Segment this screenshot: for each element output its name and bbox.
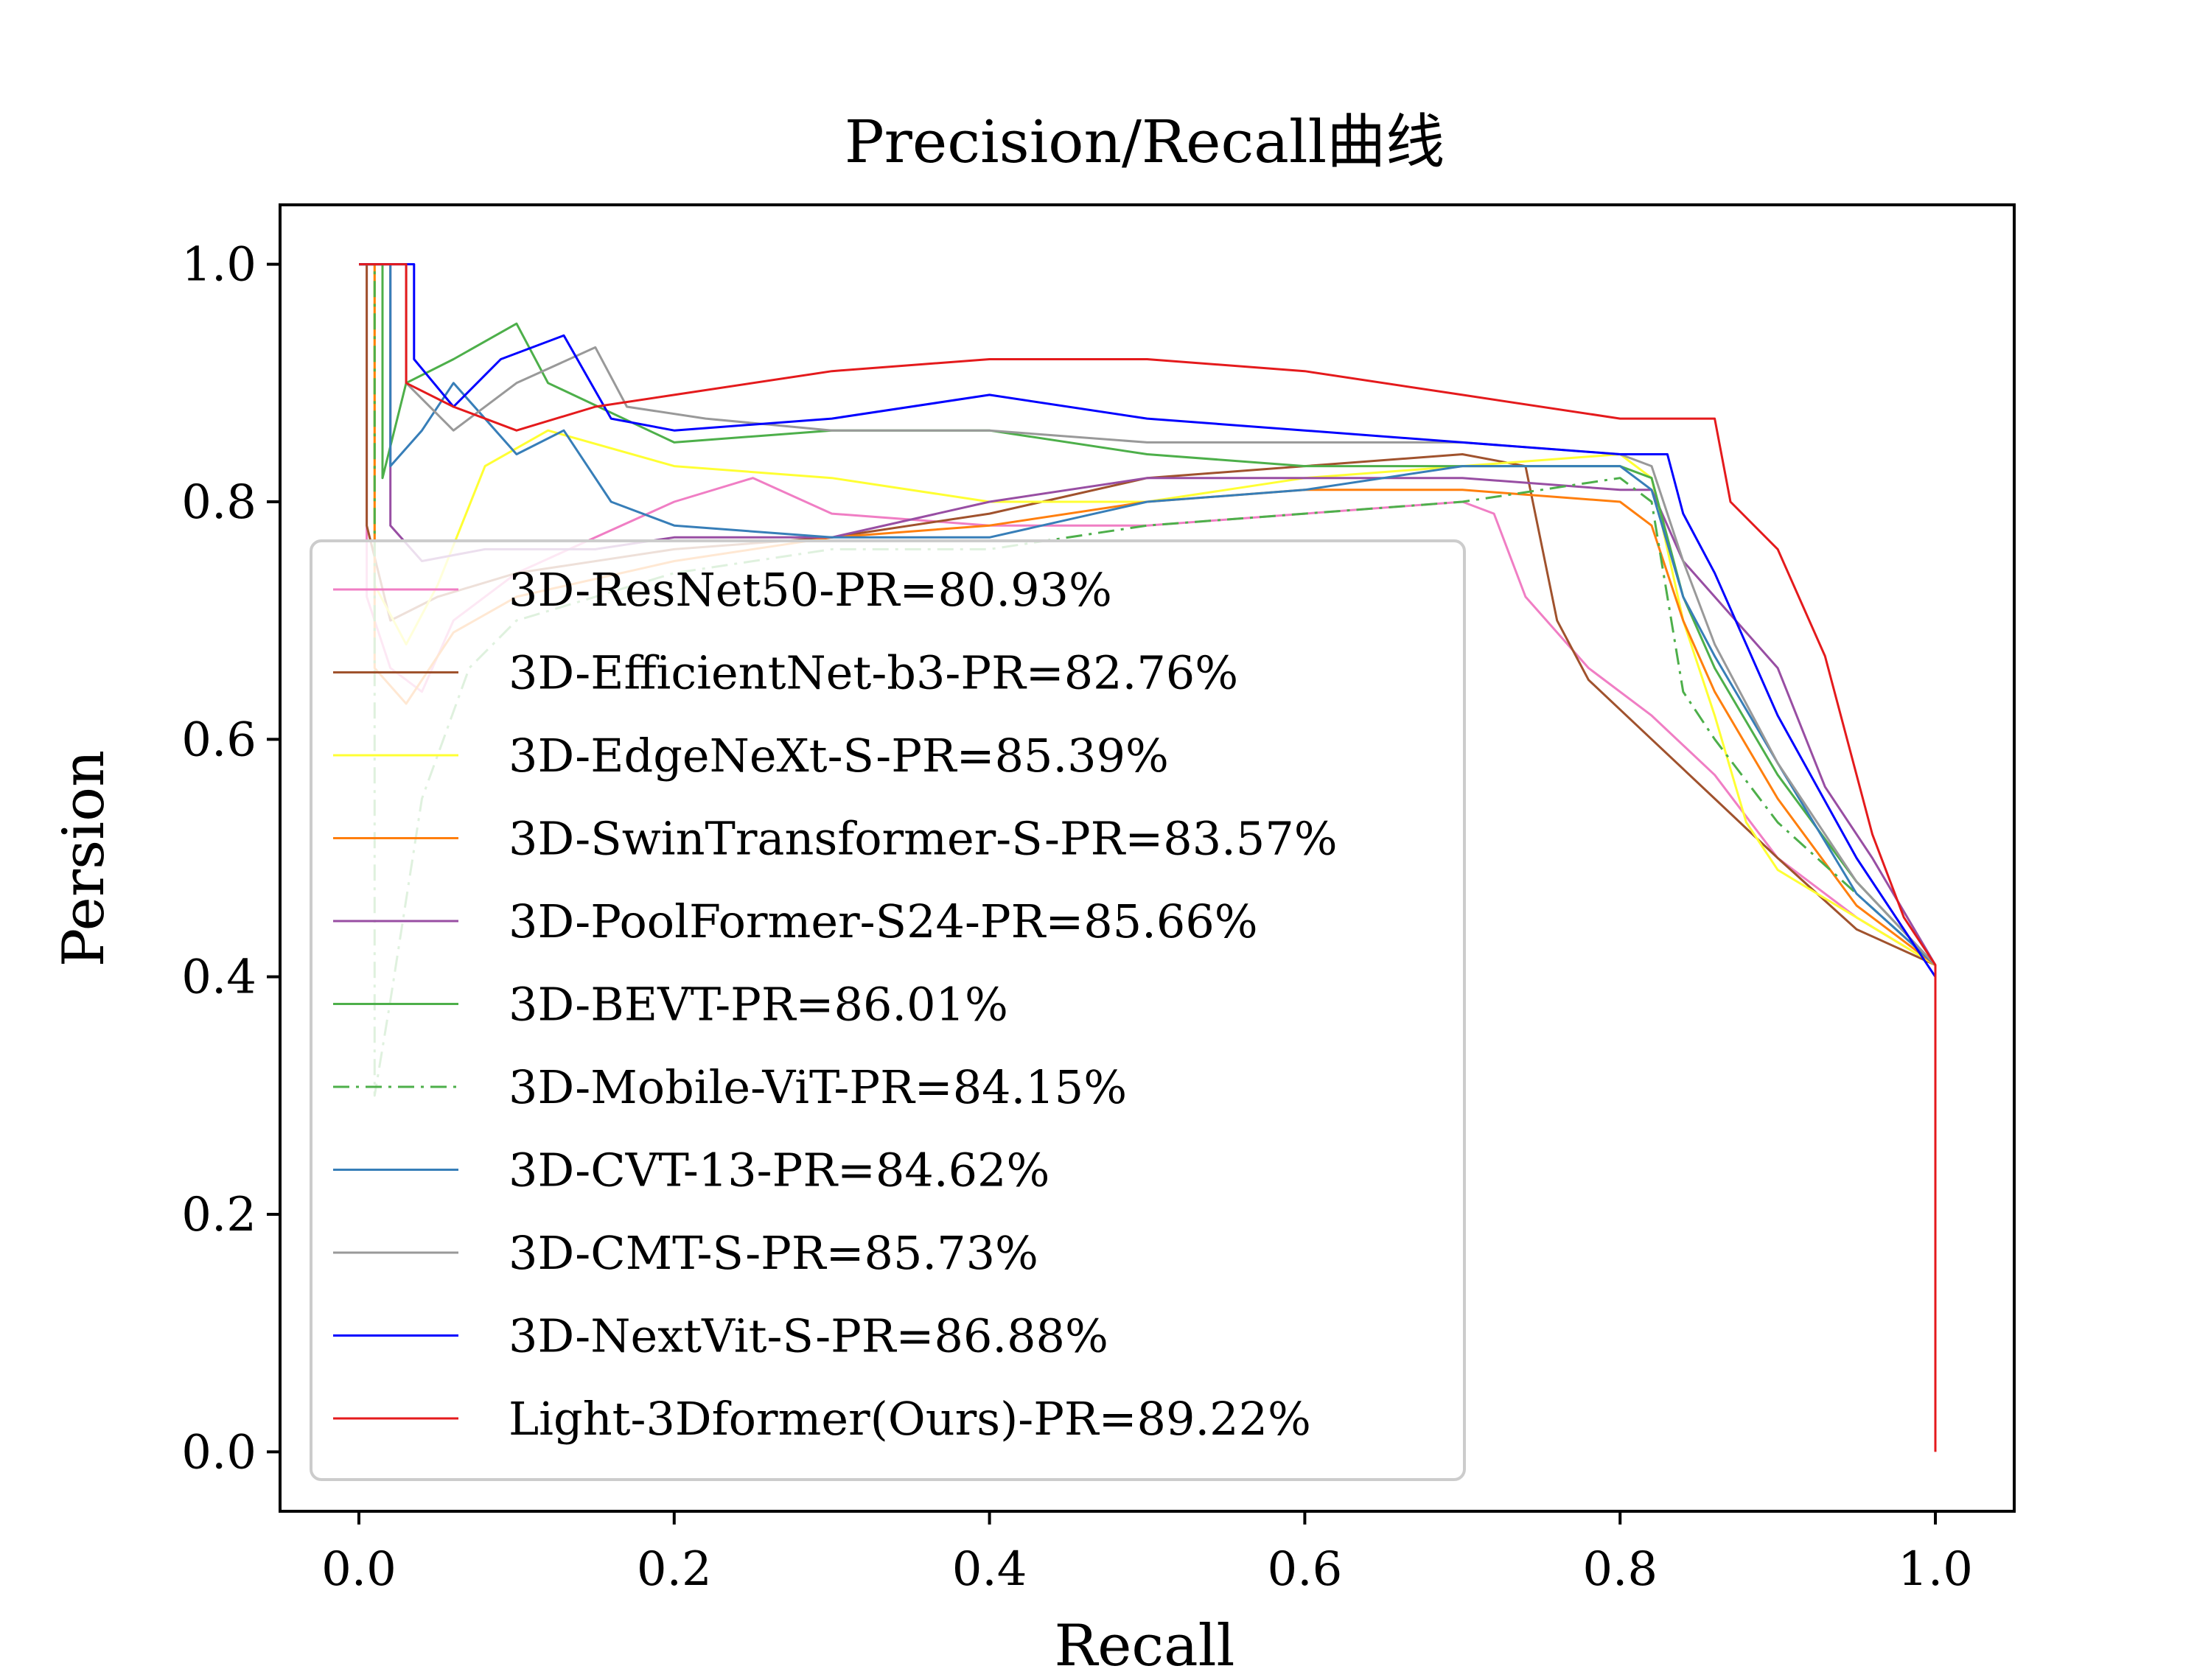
chart-title: Precision/Recall曲线 [845,108,1445,176]
legend-label: Light-3Dformer(Ours)-PR=89.22% [509,1392,1311,1446]
legend-label: 3D-NextVit-S-PR=86.88% [509,1309,1108,1363]
y-tick-label: 0.8 [181,475,256,530]
legend-items: 3D-ResNet50-PR=80.93% 3D-EfficientNet-b3-… [333,563,1338,1446]
y-tick-label: 1.0 [181,238,256,293]
legend-label: 3D-CVT-13-PR=84.62% [509,1144,1049,1197]
legend-box [310,539,1466,1481]
x-tick-label: 1.0 [1898,1542,1973,1597]
legend: 3D-ResNet50-PR=80.93% 3D-EfficientNet-b3-… [310,539,1466,1481]
legend-label: 3D-Mobile-ViT-PR=84.15% [509,1060,1127,1114]
legend-label: 3D-EfficientNet-b3-PR=82.76% [509,646,1238,700]
legend-label: 3D-BEVT-PR=86.01% [509,978,1008,1032]
y-axis-label: Persion [51,750,117,967]
x-tick-label: 0.0 [321,1542,397,1597]
plot-frame [279,203,2016,1513]
x-tick-label: 0.4 [952,1542,1027,1597]
y-tick-label: 0.4 [181,951,256,1005]
legend-label: 3D-PoolFormer-S24-PR=85.66% [509,895,1258,948]
series-line [359,263,1937,1452]
x-tick-label: 0.2 [637,1542,712,1597]
series-line [359,263,1937,966]
series-line [359,263,1937,966]
series-line [359,263,1937,978]
x-tick-label: 0.6 [1268,1542,1343,1597]
series-line [359,263,1937,966]
y-axis-ticks: 0.0 0.2 0.4 0.6 0.8 1.0 [181,238,280,1480]
x-tick-label: 0.8 [1582,1542,1658,1597]
legend-label: 3D-CMT-S-PR=85.73% [509,1226,1038,1280]
x-axis-ticks: 0.0 0.2 0.4 0.6 0.8 1.0 [321,1511,1973,1597]
y-tick-label: 0.6 [181,713,256,767]
legend-label: 3D-ResNet50-PR=80.93% [509,563,1112,617]
x-axis-label: Recall [1055,1613,1235,1679]
legend-label: 3D-EdgeNeXt-S-PR=85.39% [509,729,1169,783]
y-tick-label: 0.2 [181,1188,256,1242]
legend-label: 3D-SwinTransformer-S-PR=83.57% [509,812,1338,866]
y-tick-label: 0.0 [181,1425,256,1480]
